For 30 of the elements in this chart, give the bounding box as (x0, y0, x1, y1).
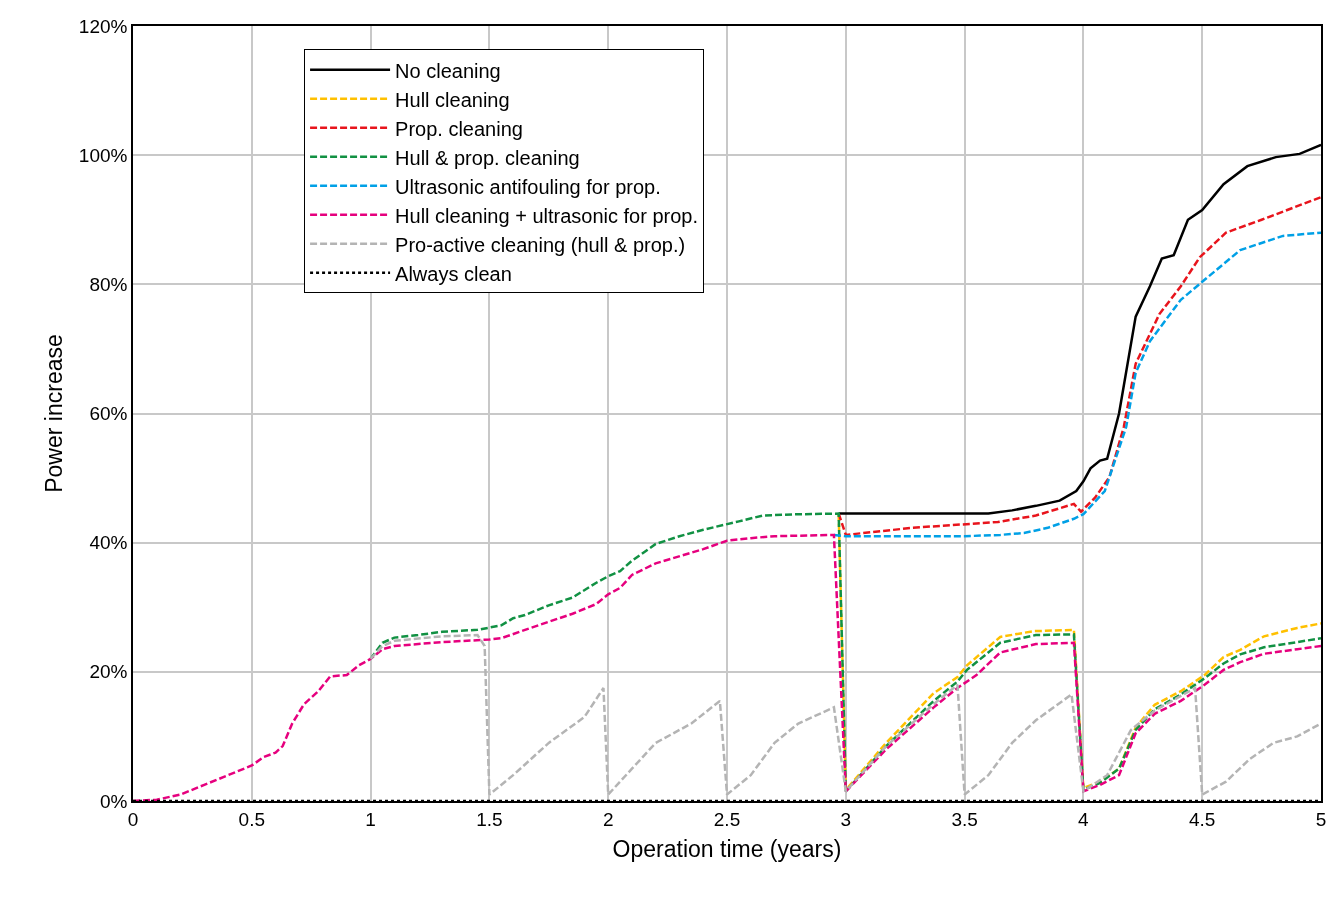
y-tick-label: 20% (89, 661, 128, 683)
y-tick-label: 80% (89, 273, 128, 295)
x-axis-title: Operation time (years) (612, 835, 842, 862)
y-tick-label: 100% (78, 144, 128, 166)
x-tick-label: 1.5 (476, 808, 503, 830)
x-tick-label: 4 (1078, 808, 1090, 830)
legend-label: Ultrasonic antifouling for prop. (395, 175, 661, 198)
y-axis-title: Power increase (40, 334, 67, 493)
x-tick-label: 1 (365, 808, 376, 830)
x-tick-label: 3.5 (951, 808, 978, 830)
legend-label: No cleaning (395, 59, 501, 82)
x-tick-label: 0.5 (238, 808, 266, 830)
x-tick-label: 5 (1315, 808, 1327, 830)
line-series (369, 633, 1321, 796)
x-tick-label: 2.5 (713, 808, 741, 830)
legend-label: Prop. cleaning (395, 117, 523, 140)
y-tick-label: 120% (78, 15, 128, 37)
legend-label: Pro-active cleaning (hull & prop.) (395, 233, 686, 256)
x-tick-label: 0 (127, 808, 139, 830)
legend-label: Hull cleaning (395, 88, 510, 111)
y-tick-label: 0% (99, 790, 128, 812)
line-series (133, 533, 1321, 801)
y-tick-label: 40% (89, 532, 128, 554)
legend-label: Hull & prop. cleaning (395, 146, 580, 169)
legend-label: Hull cleaning + ultrasonic for prop. (395, 204, 699, 227)
x-tick-label: 2 (602, 808, 614, 830)
x-tick-label: 3 (840, 808, 852, 830)
y-tick-label: 60% (89, 403, 128, 425)
x-tick-label: 4.5 (1188, 808, 1216, 830)
legend-label: Always clean (395, 262, 512, 285)
